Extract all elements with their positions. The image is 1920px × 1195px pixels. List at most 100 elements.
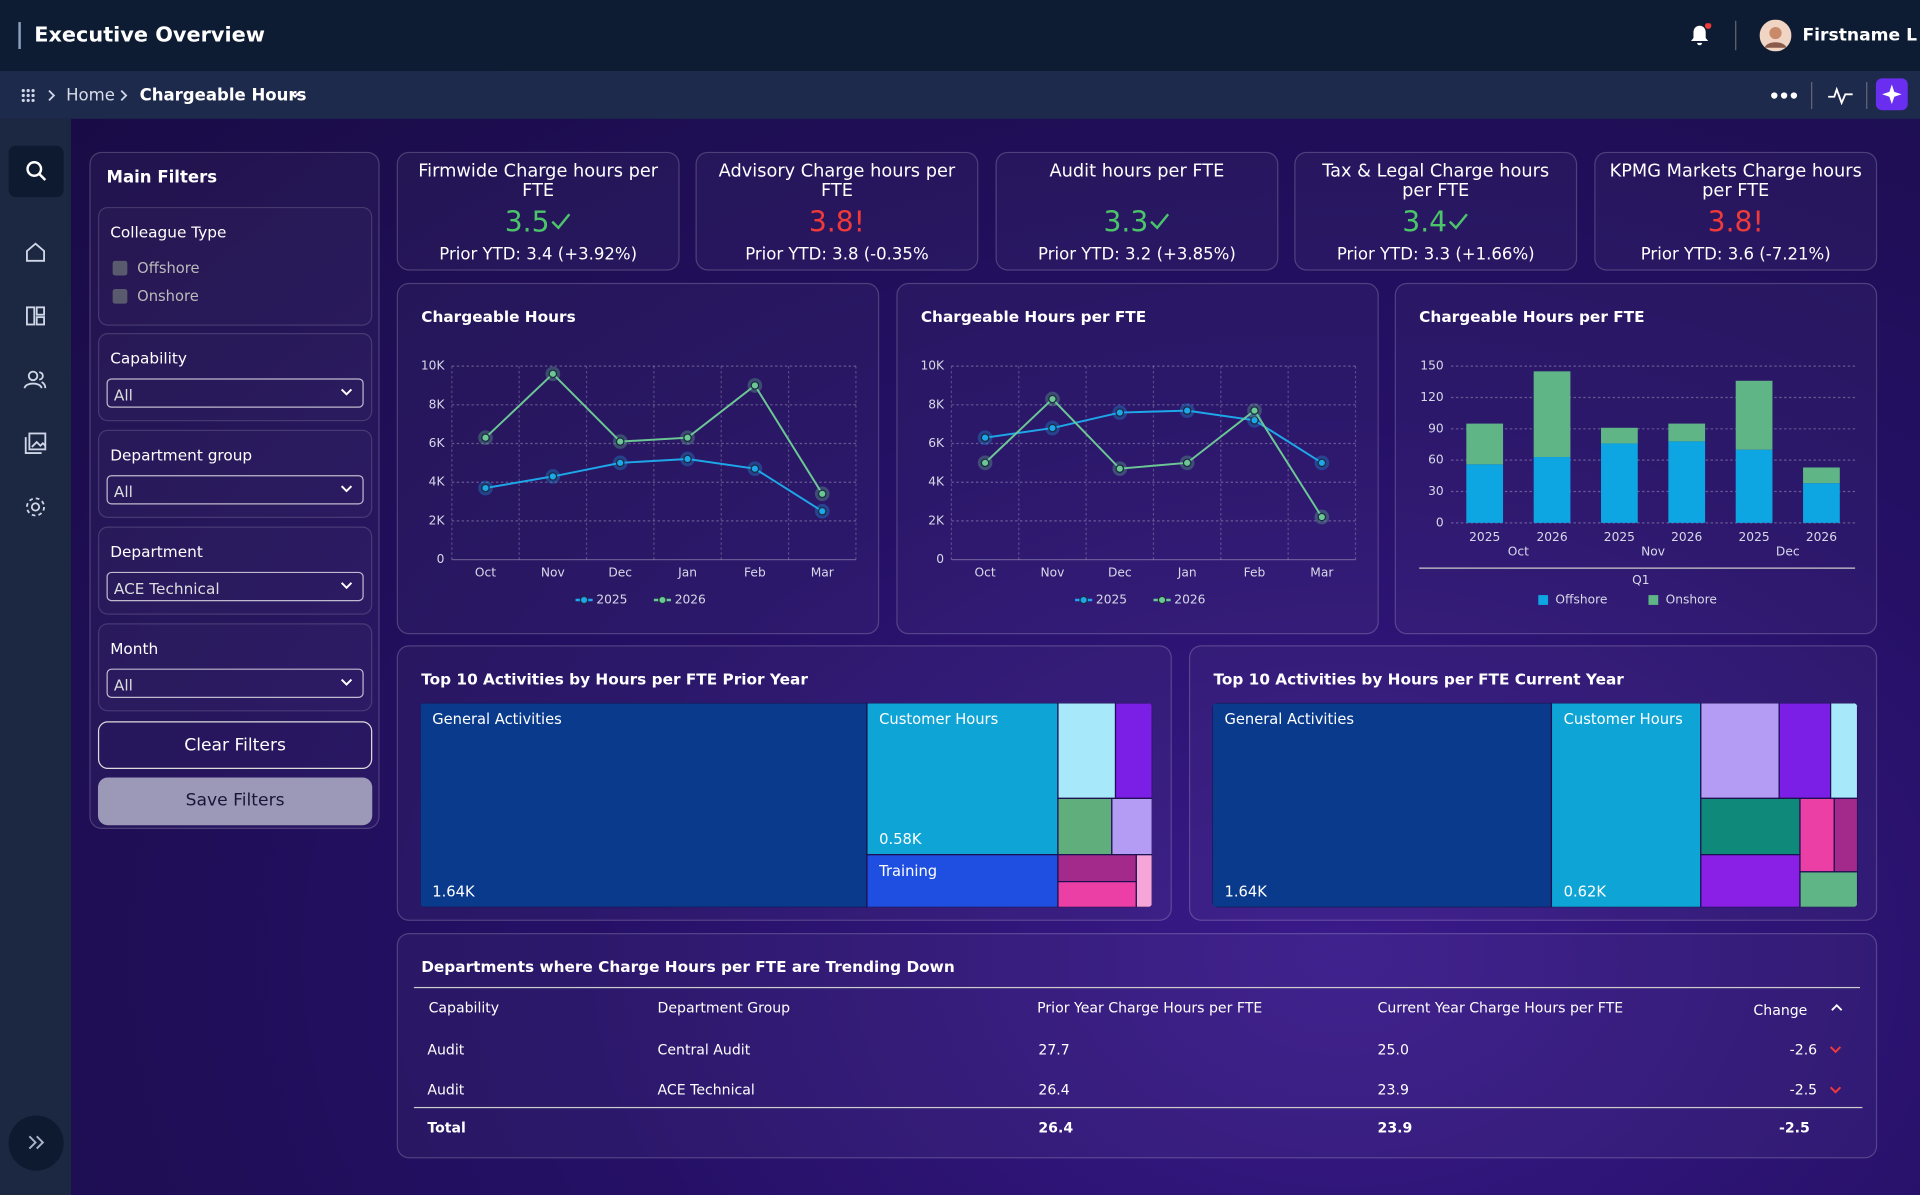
chevron	[1829, 1046, 1842, 1054]
ai-button[interactable]	[1875, 78, 1908, 111]
tile-label: Customer Hours	[1564, 711, 1683, 728]
kpi-prior: Prior YTD: 3.4 (+3.92%)	[439, 244, 638, 265]
y-tick-label: 6K	[429, 436, 446, 450]
y-tick-label: 2K	[429, 513, 446, 527]
column-header[interactable]: Prior Year Charge Hours per FTE	[1037, 999, 1263, 1017]
kpi-card: Tax & Legal Charge hours per FTE 3.4 Prior…	[1294, 151, 1578, 271]
group-label: Nov	[1641, 545, 1665, 559]
treemap-tile	[1550, 702, 1702, 908]
treemap-tile	[420, 702, 868, 908]
data-point	[750, 464, 760, 473]
dropdown-value: All	[113, 385, 133, 405]
data-point	[615, 458, 625, 468]
checkbox[interactable]	[112, 260, 128, 276]
chart-panel: Top 10 Activities by Hours per FTE Curre…	[1188, 645, 1878, 921]
y-tick-label: 10K	[421, 359, 446, 373]
table-cell: 25.0	[1377, 1040, 1409, 1058]
down-arrow	[1829, 1086, 1842, 1094]
data-point	[1048, 423, 1057, 433]
legend-label: 2025	[596, 593, 627, 607]
search-button[interactable]	[8, 145, 64, 198]
data-point	[817, 506, 827, 516]
dropdown[interactable]: All	[106, 475, 364, 505]
kpi-card: Advisory Charge hours per FTE 3.8! Prior Y…	[695, 151, 979, 271]
apps-icon[interactable]	[21, 88, 36, 103]
breadcrumb-home[interactable]: Home	[66, 85, 115, 106]
x-tick-label: Jan	[677, 566, 697, 580]
notification-bell[interactable]	[1687, 23, 1712, 47]
y-tick-label: 8K	[429, 397, 446, 411]
data-point	[750, 381, 760, 390]
table-cell: -2.5	[1778, 1119, 1810, 1137]
y-tick-label: 120	[1420, 390, 1443, 404]
x-tick-label: Nov	[541, 566, 565, 580]
data-point	[817, 489, 827, 499]
legend-marker	[1157, 595, 1167, 605]
chart: 0 30 60 90 120 150 2025 2026 2025 2026 2025 2026 Oct…	[1419, 359, 1856, 607]
check-icon	[551, 213, 571, 230]
data-point	[980, 458, 990, 468]
column-header[interactable]: Capability	[428, 999, 500, 1017]
breadcrumb-current[interactable]: Chargeable Hours	[139, 85, 307, 106]
dropdown[interactable]: All	[106, 668, 364, 698]
checkbox-label[interactable]: Onshore	[137, 287, 199, 305]
expand-sidebar[interactable]	[8, 1115, 64, 1171]
checkbox-label[interactable]: Offshore	[137, 259, 200, 277]
column-header[interactable]: Department Group	[657, 999, 791, 1017]
clear-filters-button[interactable]: Clear Filters	[97, 721, 373, 769]
y-tick-label: 150	[1420, 359, 1443, 373]
more-menu[interactable]	[1769, 91, 1798, 101]
user-name[interactable]: Firstname L	[1802, 25, 1918, 46]
column-header[interactable]: Change	[1753, 1001, 1808, 1019]
treemap-tile	[1830, 702, 1858, 799]
settings-icon[interactable]	[24, 496, 46, 518]
people-icon[interactable]	[23, 369, 47, 391]
data-point	[481, 433, 490, 442]
gallery-icon[interactable]	[24, 432, 47, 454]
table-title: Departments where Charge Hours per FTE a…	[421, 957, 955, 976]
bar-segment	[1668, 423, 1706, 442]
bar-segment	[1601, 427, 1638, 444]
data-point	[615, 437, 625, 446]
x-tick-label: 2026	[1536, 530, 1567, 544]
dropdown[interactable]: All	[106, 378, 364, 408]
check-icon	[1448, 213, 1468, 230]
treemap-tile	[1057, 797, 1113, 856]
sidebar	[0, 118, 72, 1195]
chart-panel: Chargeable Hours per FTE 0 30 60 90 120 150 202…	[1394, 282, 1878, 635]
x-tick-label: 2025	[1739, 530, 1770, 544]
group-label: Oct	[1508, 545, 1529, 559]
home-icon[interactable]	[24, 241, 46, 263]
series-line	[984, 397, 1323, 518]
treemap	[420, 702, 1153, 908]
series-line	[485, 458, 823, 513]
treemap-tile	[1833, 797, 1858, 873]
x-tick-label: Feb	[744, 566, 766, 580]
tile-value: 0.62K	[1564, 884, 1607, 901]
colleague-type-filter: Colleague Type Offshore Onshore	[97, 206, 373, 326]
avatar[interactable]	[1759, 19, 1792, 52]
activity-icon[interactable]	[1827, 86, 1854, 106]
bar-segment	[1533, 371, 1571, 458]
bar-segment	[1735, 449, 1773, 523]
chart-title: Top 10 Activities by Hours per FTE Prior…	[421, 669, 808, 689]
table-cell: -2.5	[1789, 1081, 1818, 1099]
x-tick-label: 2025	[1469, 530, 1500, 544]
dropdown[interactable]: ACE Technical	[106, 571, 364, 602]
y-tick-label: 60	[1428, 453, 1444, 467]
column-header[interactable]: Current Year Charge Hours per FTE	[1377, 999, 1624, 1017]
treemap-tile	[1135, 854, 1153, 908]
x-tick-label: 2026	[1806, 530, 1837, 544]
y-tick-label: 8K	[928, 397, 945, 411]
table-cell: 23.9	[1377, 1119, 1413, 1137]
data-point	[548, 369, 558, 379]
filters-panel: Main Filters Colleague Type Offshore Ons…	[89, 151, 380, 829]
kpi-prior: Prior YTD: 3.3 (+1.66%)	[1336, 244, 1535, 265]
bar-segment	[1735, 380, 1773, 450]
save-filters-button[interactable]: Save Filters	[97, 777, 373, 826]
dashboard-icon[interactable]	[24, 305, 46, 327]
data-point	[1182, 406, 1192, 415]
checkbox[interactable]	[112, 288, 128, 304]
